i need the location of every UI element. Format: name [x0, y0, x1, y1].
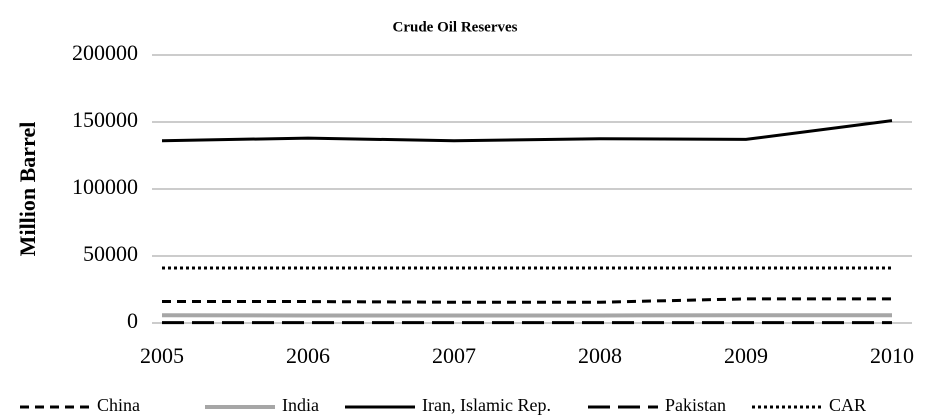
x-tick-label: 2009 — [724, 343, 768, 368]
y-tick-label: 50000 — [83, 241, 138, 266]
x-tick-label: 2007 — [432, 343, 476, 368]
legend-label: CAR — [829, 395, 866, 415]
y-tick-label: 150000 — [72, 107, 138, 132]
line-series — [161, 119, 893, 143]
y-tick-label: 200000 — [72, 40, 138, 65]
legend-label: China — [97, 395, 140, 415]
x-tick-label: 2005 — [140, 343, 184, 368]
y-axis-label: Million Barrel — [15, 122, 40, 257]
legend-label: Iran, Islamic Rep. — [422, 395, 551, 415]
line-series — [162, 297, 892, 304]
y-tick-label: 100000 — [72, 174, 138, 199]
legend-label: India — [282, 395, 319, 415]
y-tick-label: 0 — [127, 308, 138, 333]
x-tick-label: 2008 — [578, 343, 622, 368]
chart-title: Crude Oil Reserves — [393, 19, 518, 35]
x-tick-label: 2006 — [286, 343, 330, 368]
x-tick-label: 2010 — [870, 343, 914, 368]
legend-label: Pakistan — [665, 395, 726, 415]
